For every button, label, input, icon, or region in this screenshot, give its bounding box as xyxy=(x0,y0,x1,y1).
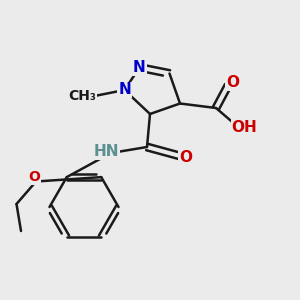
Text: O: O xyxy=(179,150,192,165)
Text: N: N xyxy=(133,60,146,75)
Text: CH₃: CH₃ xyxy=(69,89,96,103)
Text: HN: HN xyxy=(94,144,119,159)
Text: OH: OH xyxy=(232,120,257,135)
Text: N: N xyxy=(118,82,131,98)
Text: O: O xyxy=(226,75,239,90)
Text: O: O xyxy=(28,170,40,184)
